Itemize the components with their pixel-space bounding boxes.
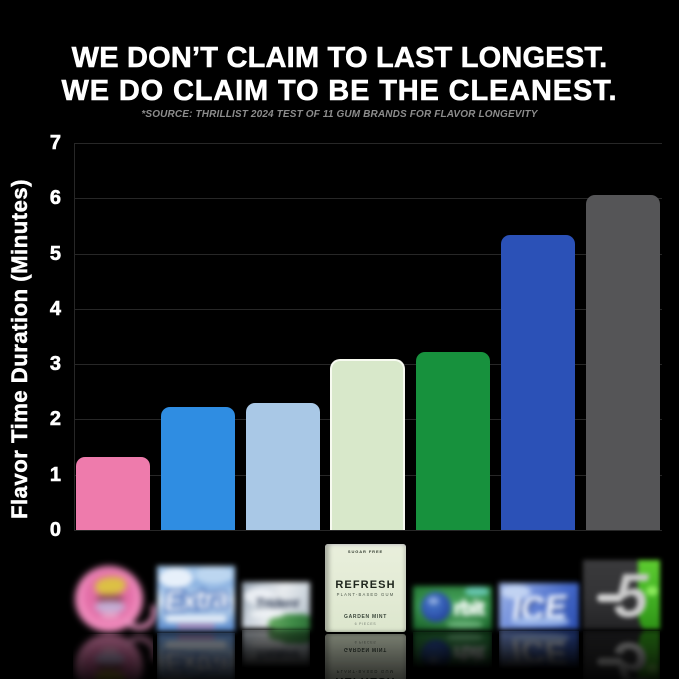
svg-text:5: 5	[614, 562, 650, 629]
svg-text:Extra: Extra	[164, 582, 229, 617]
svg-text:Trident: Trident	[255, 595, 301, 611]
svg-text:rbit: rbit	[454, 598, 485, 620]
